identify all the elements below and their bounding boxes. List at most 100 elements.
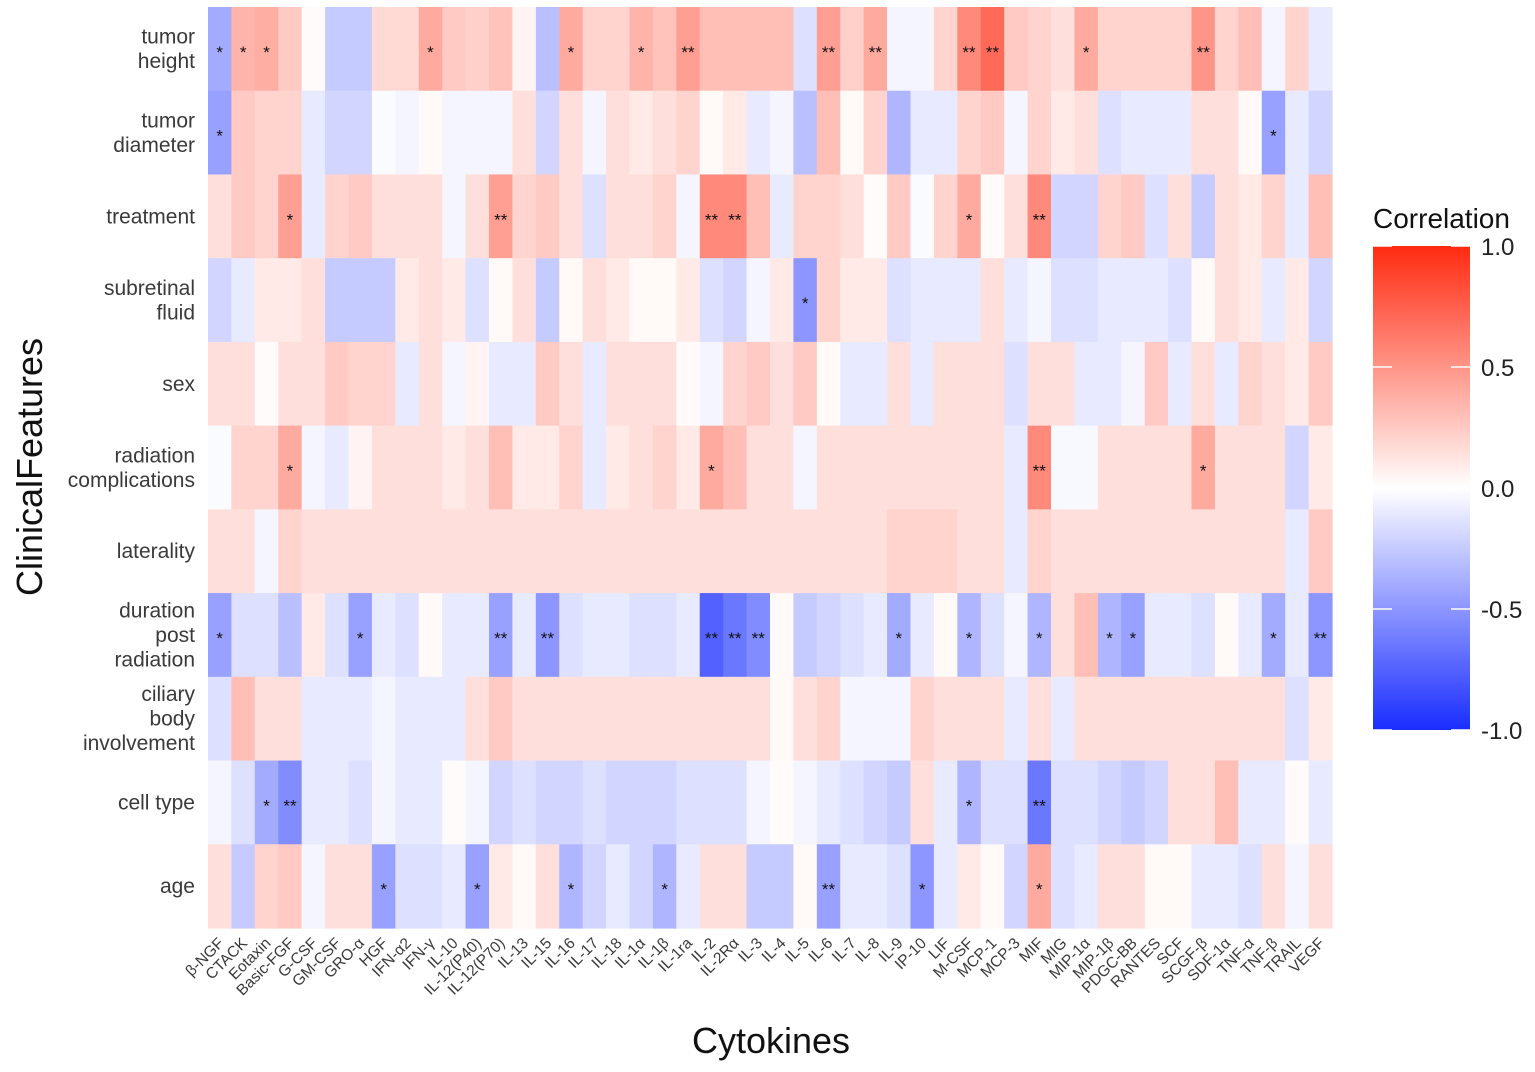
heatmap-cell [1097,425,1122,510]
heatmap-cell [699,258,724,343]
heatmap-cell [301,509,326,594]
heatmap-cell [793,760,818,845]
heatmap-cell [723,509,748,594]
heatmap-cell [629,509,654,594]
heatmap-cell [489,593,514,678]
heatmap-cell [957,760,982,845]
heatmap-cell [489,844,514,929]
row-label: ciliary [141,683,195,706]
heatmap-cell [512,7,537,92]
heatmap-cell [1027,258,1052,343]
heatmap-cell [723,425,748,510]
legend-tick-label: 0.0 [1481,476,1514,503]
heatmap-cell [418,174,443,259]
y-axis-title: ClinicalFeatures [9,338,50,596]
heatmap-cell [933,676,958,762]
heatmap-cell [652,844,677,929]
heatmap-cell [629,258,654,343]
heatmap-cell [1214,760,1239,845]
heatmap-cell [254,90,279,176]
significance-marker: ** [822,880,836,899]
heatmap-cell [512,174,537,259]
heatmap-cell [1074,174,1099,259]
heatmap-cell [910,844,935,929]
heatmap-cell [348,844,373,929]
heatmap-cell [1051,760,1076,845]
heatmap-cell [231,593,256,678]
heatmap-cell [910,676,935,762]
heatmap-cell [652,760,677,845]
significance-marker: * [216,43,223,62]
heatmap-cell [1027,341,1052,427]
heatmap-cell [863,258,888,343]
significance-marker: * [966,629,973,648]
heatmap-cell [559,7,584,92]
heatmap-cell [629,676,654,762]
heatmap-cell [699,425,724,510]
heatmap-cell [1261,844,1286,929]
heatmap-cell [910,7,935,92]
row-label: fluid [156,301,195,324]
heatmap-cell [863,509,888,594]
heatmap-cell [1121,509,1146,594]
heatmap-cell [325,760,350,845]
heatmap-cell [465,174,490,259]
heatmap-cell [1097,258,1122,343]
heatmap-cell [1074,7,1099,92]
heatmap-cell [1261,425,1286,510]
heatmap-cell [606,676,631,762]
heatmap-cell [418,425,443,510]
heatmap-cell [301,593,326,678]
heatmap-cell [1074,593,1099,678]
row-label: complications [68,469,195,492]
heatmap-cell [1051,258,1076,343]
row-label: duration [119,599,195,622]
heatmap-cell [816,844,841,929]
heatmap-cell [442,676,467,762]
heatmap-cell [1097,676,1122,762]
heatmap-cell [348,676,373,762]
heatmap-cell [816,341,841,427]
heatmap-cell [208,174,233,259]
significance-marker: * [708,462,715,481]
heatmap-cell [559,676,584,762]
heatmap-cell [887,676,912,762]
heatmap-cell [910,174,935,259]
heatmap-cell [933,174,958,259]
heatmap-cell [395,90,420,176]
heatmap-cell [816,425,841,510]
heatmap-cell [418,760,443,845]
heatmap-cell [489,760,514,845]
heatmap-cell [863,425,888,510]
heatmap-cell [1004,341,1029,427]
heatmap-cell [606,425,631,510]
significance-marker: * [1083,43,1090,62]
heatmap-cell [582,425,607,510]
heatmap-cell [512,425,537,510]
heatmap-cell [278,174,303,259]
heatmap-cell [371,7,396,92]
significance-marker: * [263,796,270,815]
heatmap-cell [1027,676,1052,762]
heatmap-cell [1191,676,1216,762]
heatmap-cell [371,90,396,176]
heatmap-cell [1051,509,1076,594]
heatmap-cell [676,509,701,594]
heatmap-cell [301,676,326,762]
heatmap-cell [980,676,1005,762]
row-label: age [160,875,195,898]
heatmap-cell [1144,174,1169,259]
heatmap-cell [1097,760,1122,845]
heatmap-cell [489,425,514,510]
heatmap-cell [629,341,654,427]
legend-ticks: 1.0 0.5 0.0 -0.5 -1.0 [1373,234,1522,745]
heatmap-cell [723,760,748,845]
heatmap-cell [1027,509,1052,594]
heatmap-cell [699,844,724,929]
heatmap-cell [840,593,865,678]
significance-marker: * [1036,629,1043,648]
significance-marker: * [216,127,223,146]
heatmap-cell [1097,593,1122,678]
significance-marker: * [474,880,481,899]
heatmap-cell [582,509,607,594]
